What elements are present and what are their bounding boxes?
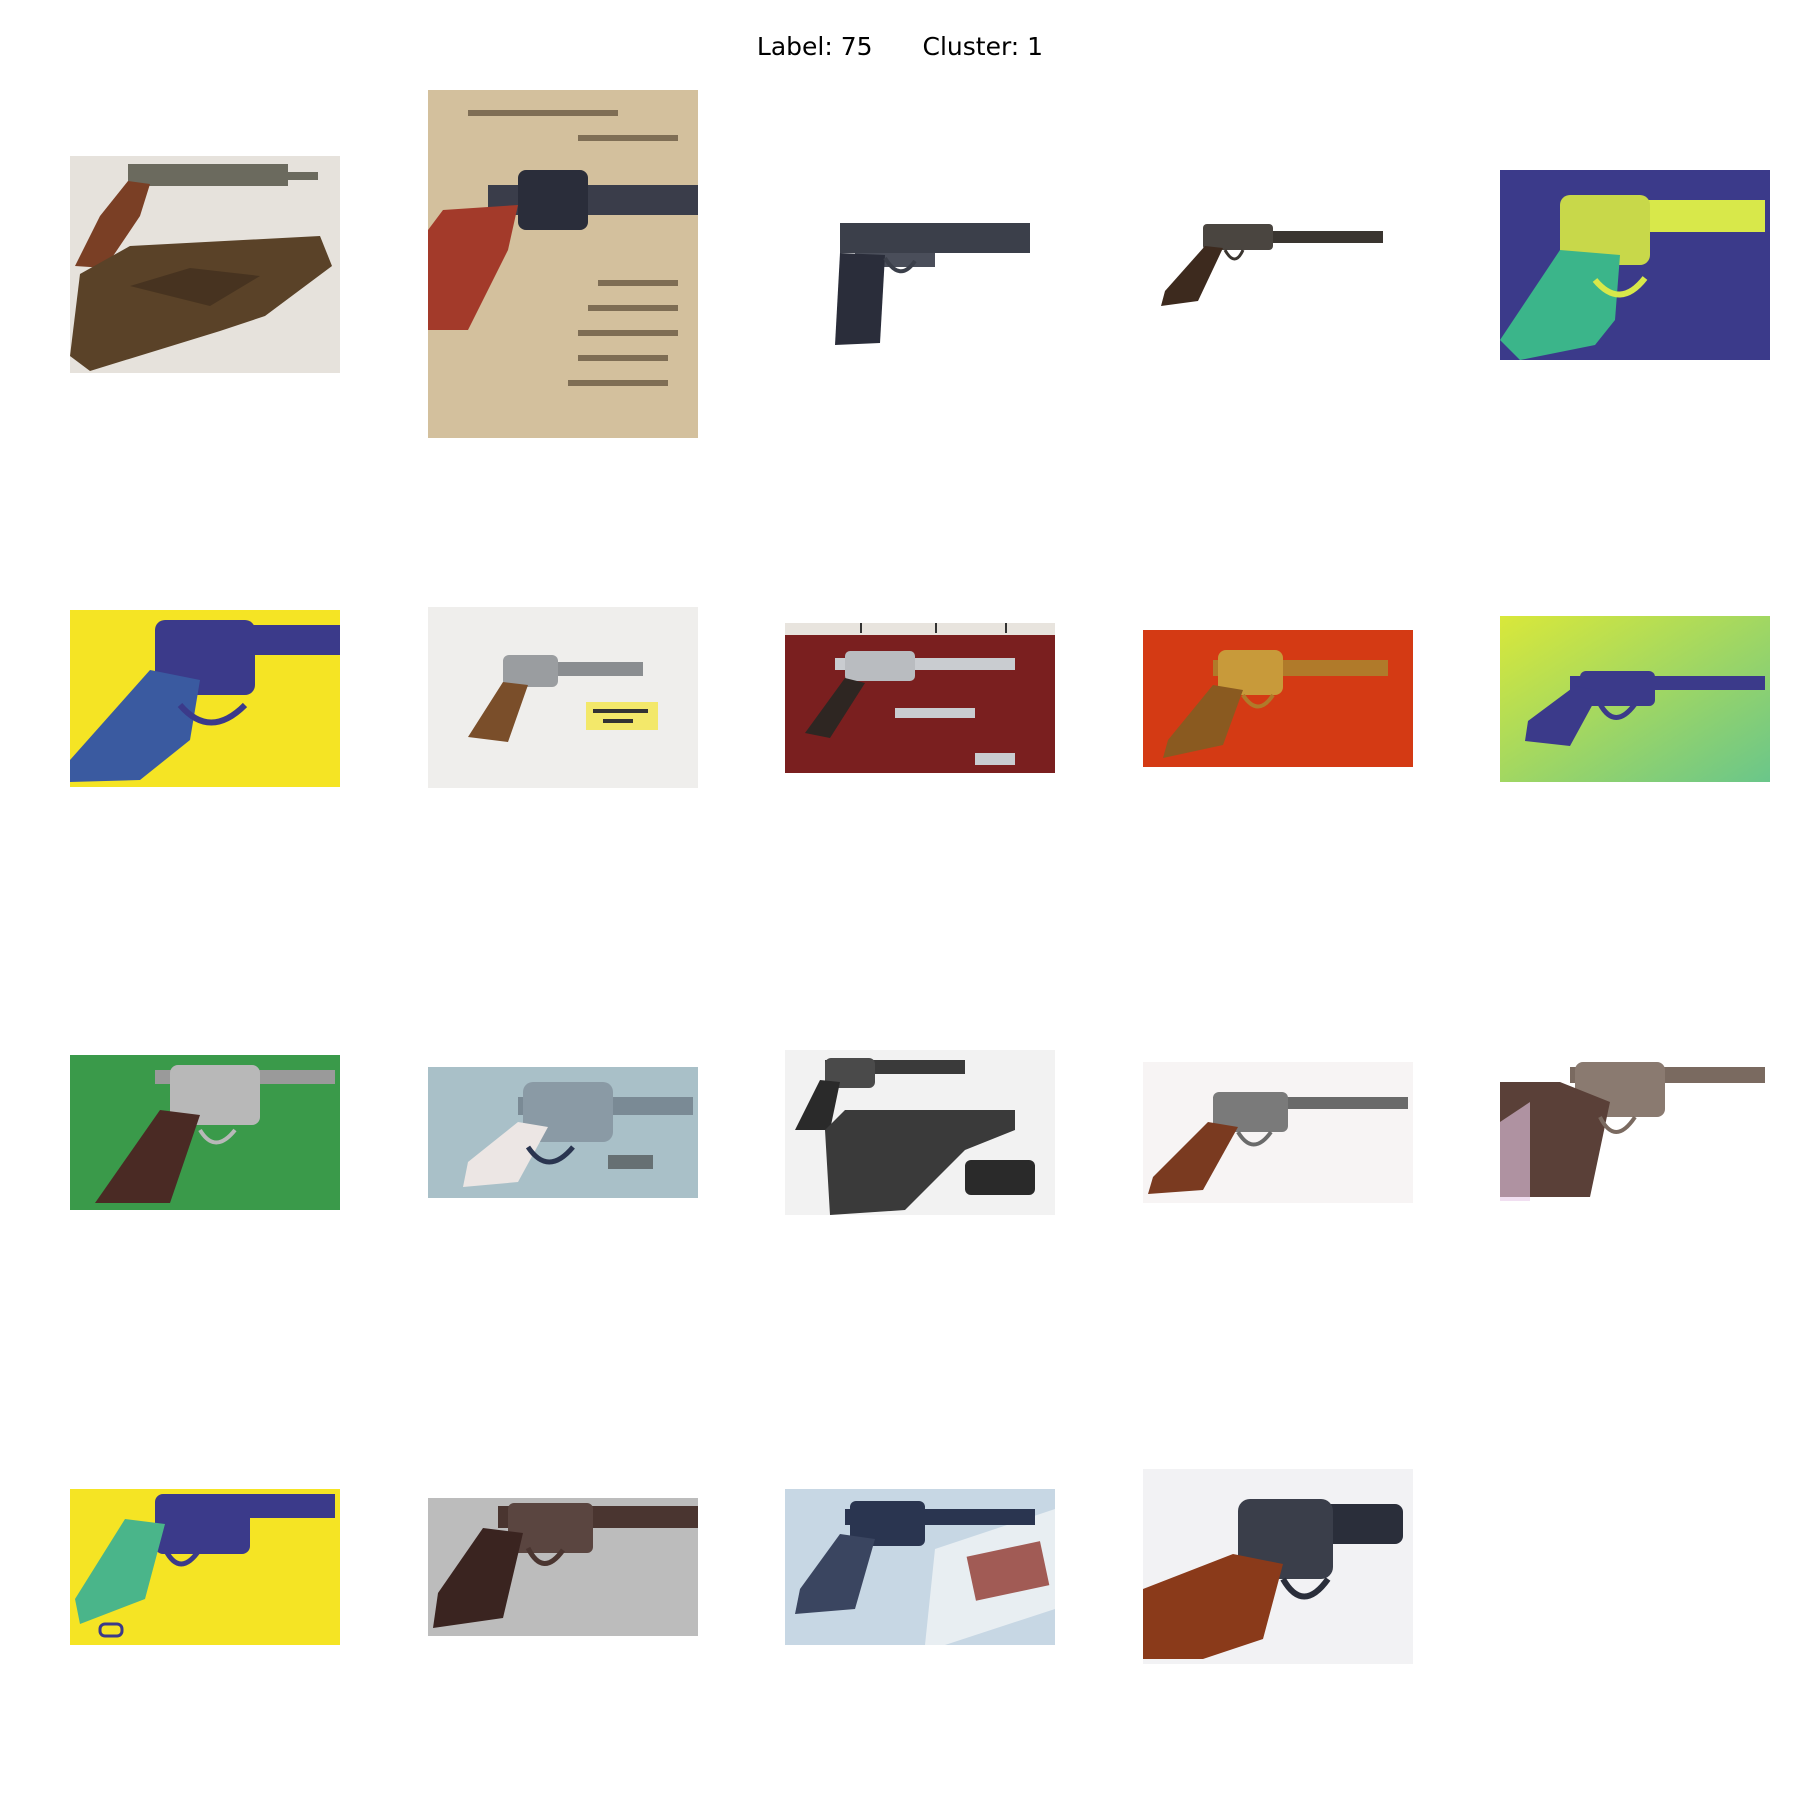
image-thumbnail (1143, 1469, 1413, 1664)
label-text: Label: 75 (756, 32, 873, 61)
image-thumbnail (428, 1498, 698, 1636)
image-thumbnail (785, 213, 1055, 350)
image-thumbnail (70, 1055, 340, 1210)
image-thumbnail (785, 1050, 1055, 1215)
image-thumbnail (1143, 1062, 1413, 1203)
image-thumbnail (428, 607, 698, 788)
image-thumbnail (70, 156, 340, 373)
image-thumbnail (428, 1067, 698, 1198)
image-thumbnail (1500, 170, 1770, 360)
image-thumbnail (1143, 176, 1413, 353)
image-thumbnail (70, 610, 340, 787)
image-thumbnail (1143, 630, 1413, 767)
image-thumbnail (70, 1489, 340, 1645)
image-thumbnail (428, 90, 698, 438)
image-thumbnail (785, 623, 1055, 773)
image-thumbnail (785, 1489, 1055, 1645)
image-thumbnail (1500, 1062, 1770, 1201)
cluster-text: Cluster: 1 (922, 32, 1044, 61)
figure-title: Label: 75 Cluster: 1 (0, 31, 1800, 63)
image-thumbnail (1500, 616, 1770, 782)
